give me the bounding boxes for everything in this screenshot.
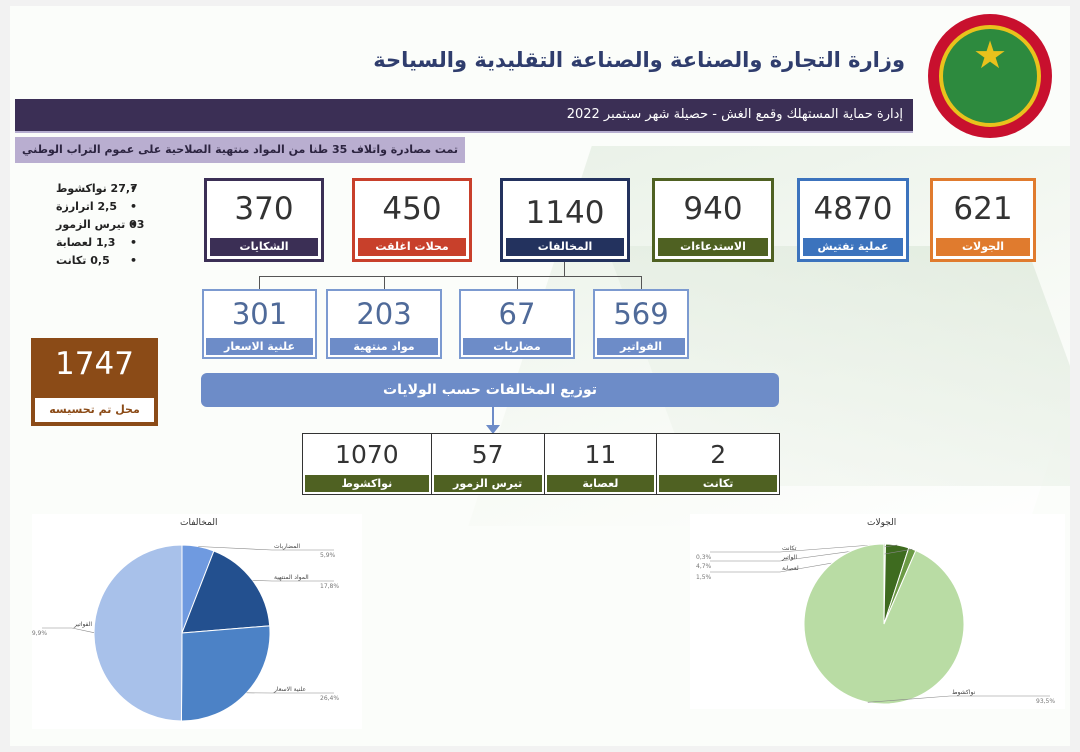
sensitized-shops-label: محل تم تحسيسه <box>35 398 154 422</box>
distribution-title: توزيع المخالفات حسب الولايات <box>201 373 779 407</box>
complaints-value: 370 <box>234 191 294 227</box>
bullet-item: 2,5 اترارزة <box>42 200 152 218</box>
pie-percent-label: 49,9% <box>32 630 47 637</box>
down-arrow-icon <box>492 407 494 429</box>
closed-shops-card: 450 محلات اغلقت <box>352 178 472 262</box>
pie-category-label: الفواتير <box>73 621 92 628</box>
price-display-card: 301 علنية الاسعار <box>202 289 317 359</box>
sensitized-shops-value: 1747 <box>55 346 134 382</box>
invoices-card: 569 الفواتير <box>593 289 689 359</box>
bullet-item: 1,3 لعصابة <box>42 236 152 254</box>
violations-card: 1140 المخالفات <box>500 178 630 262</box>
speculation-value: 67 <box>498 297 536 331</box>
expired-goods-value: 203 <box>356 297 412 331</box>
region-value: 11 <box>584 440 617 469</box>
violations-pie-panel: المخالفات المضاربات 5,9% المواد المنتهية 17… <box>32 514 362 729</box>
pie-leader-line <box>198 546 334 551</box>
page-title: وزارة التجارة والصناعة والصناعة التقليدي… <box>373 48 905 72</box>
violations-pie-title: المخالفات <box>180 518 218 528</box>
pie-slice <box>803 543 965 705</box>
subtitle-band: إدارة حماية المستهلك وقمع الغش - حصيلة ش… <box>15 99 913 133</box>
region-label: تكانت <box>659 475 778 492</box>
report-page: وزارة التجارة والصناعة والصناعة التقليدي… <box>10 6 1070 746</box>
connector-line <box>384 276 385 289</box>
bullet-item: 03 تيرس الزمور <box>42 218 152 236</box>
pie-percent-label: 4,7% <box>696 563 712 570</box>
pie-percent-label: 0,3% <box>696 554 712 561</box>
pie-category-label: المواد المنتهية <box>274 574 309 581</box>
pie-percent-label: 1,5% <box>696 574 712 581</box>
summons-card: 940 الاستدعاءات <box>652 178 774 262</box>
region-cell: 11 لعصابة <box>545 434 658 494</box>
region-value: 1070 <box>335 440 399 469</box>
tours-value: 621 <box>953 191 1013 227</box>
summons-value: 940 <box>683 191 743 227</box>
expired-goods-card: 203 مواد منتهية <box>326 289 442 359</box>
expired-goods-label: مواد منتهية <box>330 338 438 355</box>
pie-category-label: لعصابة <box>782 565 799 572</box>
inspections-label: عملية تفتيش <box>803 238 903 256</box>
connector-line <box>641 276 642 289</box>
violations-pie-chart: المضاربات 5,9% المواد المنتهية 17,8% علنية ا… <box>32 543 339 722</box>
violations-label: المخالفات <box>506 238 624 256</box>
star-crescent-icon: ★ <box>939 25 1041 127</box>
down-arrow-icon <box>486 425 500 434</box>
pie-leader-line <box>710 543 885 553</box>
tours-pie-panel: الجولات تكانت 0,3% الواتير 4,7% لعصابة 1,5% نو… <box>690 514 1065 709</box>
region-label: نواكشوط <box>305 475 429 492</box>
pie-slice <box>181 550 271 634</box>
speculation-card: 67 مضاربات <box>459 289 575 359</box>
region-cell: 57 تيرس الزمور <box>432 434 545 494</box>
tours-pie-chart: تكانت 0,3% الواتير 4,7% لعصابة 1,5% نواكشوط 93,… <box>696 543 1055 705</box>
region-cell: 2 تكانت <box>657 434 779 494</box>
pie-leader-line <box>42 627 95 634</box>
pie-percent-label: 26,4% <box>320 695 339 702</box>
pie-percent-label: 5,9% <box>320 552 336 559</box>
region-cell: 1070 نواكشوط <box>303 434 432 494</box>
region-value: 57 <box>471 440 504 469</box>
region-label: تيرس الزمور <box>433 475 542 492</box>
complaints-card: 370 الشكايات <box>204 178 324 262</box>
price-display-value: 301 <box>231 297 288 331</box>
pie-leader-line <box>867 695 1050 703</box>
speculation-label: مضاربات <box>463 338 571 355</box>
summons-label: الاستدعاءات <box>658 238 768 256</box>
pie-percent-label: 93,5% <box>1036 698 1055 705</box>
emblem-logo: ★ <box>928 14 1052 138</box>
pie-slice <box>93 544 183 722</box>
bullet-item: 0,5 تكانت <box>42 254 152 272</box>
tours-card: 621 الجولات <box>930 178 1036 262</box>
pie-category-label: المضاربات <box>274 543 300 550</box>
closed-shops-value: 450 <box>382 191 442 227</box>
inspections-value: 4870 <box>813 191 893 227</box>
invoices-value: 569 <box>613 297 669 331</box>
connector-line <box>259 276 641 277</box>
report-subtitle: إدارة حماية المستهلك وقمع الغش - حصيلة ش… <box>566 107 903 122</box>
pie-leader-line <box>252 580 334 582</box>
region-value: 2 <box>710 440 727 469</box>
tours-label: الجولات <box>936 238 1030 256</box>
pie-percent-label: 17,8% <box>320 583 339 590</box>
pie-slice <box>180 625 271 722</box>
connector-line <box>517 276 518 289</box>
bullet-item: 27,7 نواكشوط <box>42 182 152 200</box>
region-table: 1070 نواكشوط 57 تيرس الزمور 11 لعصابة 2 … <box>302 433 780 495</box>
connector-line <box>259 276 260 289</box>
price-display-label: علنية الاسعار <box>206 338 313 355</box>
region-label: لعصابة <box>546 475 655 492</box>
pie-category-label: تكانت <box>782 545 797 552</box>
complaints-label: الشكايات <box>210 238 318 256</box>
pie-category-label: الواتير <box>781 554 797 561</box>
sensitized-shops-card: 1747 محل تم تحسيسه <box>31 338 158 426</box>
tours-pie-title: الجولات <box>867 518 897 528</box>
seizure-notice: تمت مصادرة واتلاف 35 طنا من المواد منتهي… <box>15 137 465 163</box>
closed-shops-label: محلات اغلقت <box>358 238 466 256</box>
invoices-label: الفواتير <box>597 338 685 355</box>
pie-category-label: نواكشوط <box>952 689 976 696</box>
inspections-card: 4870 عملية تفتيش <box>797 178 909 262</box>
connector-line <box>564 262 565 276</box>
pie-category-label: علنية الاسعار <box>273 686 306 693</box>
seizure-bullets: 27,7 نواكشوط 2,5 اترارزة 03 تيرس الزمور … <box>42 182 152 272</box>
violations-value: 1140 <box>525 195 605 231</box>
